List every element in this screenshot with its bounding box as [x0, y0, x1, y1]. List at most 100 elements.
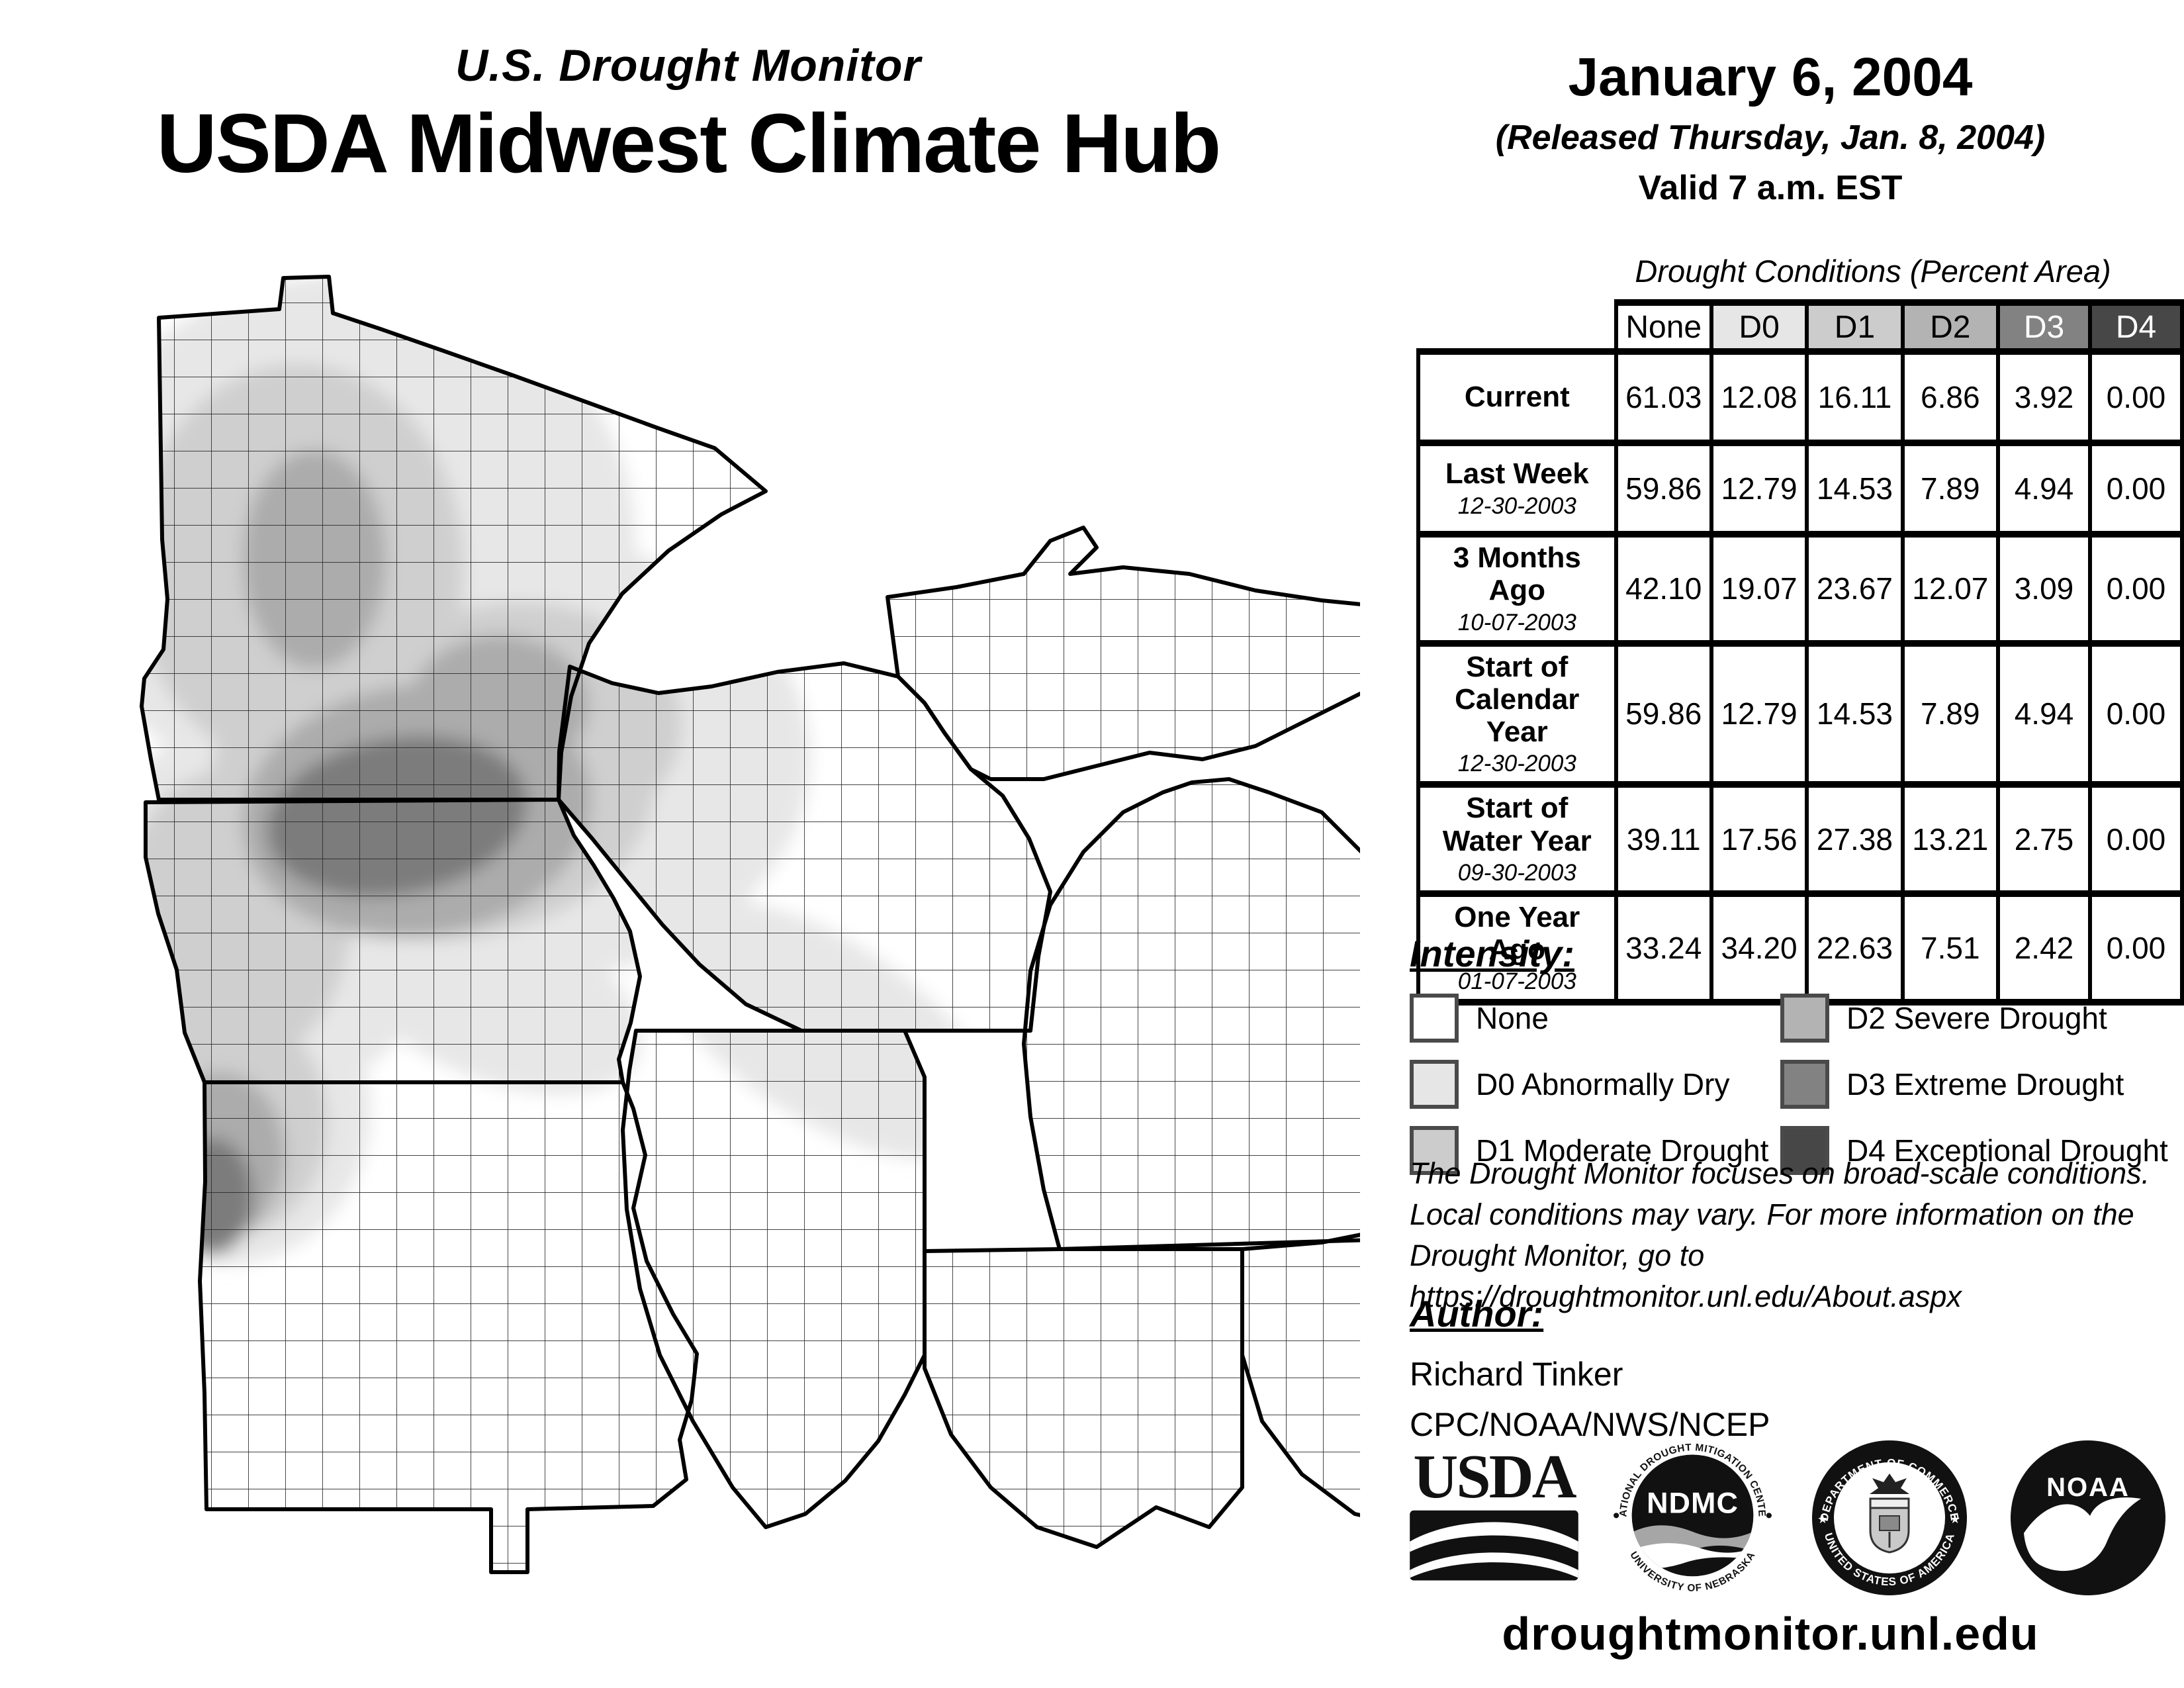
col-header-d2: D2 [1900, 299, 2001, 355]
row-label-text: Start of Water Year [1442, 792, 1592, 857]
usda-logo-field [1410, 1510, 1578, 1580]
doc-star-left: ★ [1817, 1513, 1828, 1526]
ndmc-dot-left [1614, 1512, 1619, 1518]
row-label-date: 12-30-2003 [1457, 492, 1576, 519]
col-header-d3: D3 [1996, 299, 2092, 355]
doc-shield-chief [1869, 1497, 1910, 1509]
drought-conditions-table: None D0 D1 D2 D3 D4 Current 61.03 12.08 … [1416, 299, 2184, 1006]
table-cell: 7.51 [1900, 890, 2001, 1006]
row-label-date: 09-30-2003 [1457, 859, 1576, 886]
table-cell: 3.09 [1996, 531, 2092, 647]
usda-logo: USDA [1410, 1442, 1578, 1580]
table-cell: 12.79 [1709, 639, 1809, 788]
website-url: droughtmonitor.unl.edu [1502, 1608, 2039, 1660]
table-cell: 2.75 [1996, 781, 2092, 897]
row-label: 3 Months Ago 10-07-2003 [1416, 531, 1618, 647]
doc-ship [1879, 1515, 1900, 1531]
table-cell: 0.00 [2087, 781, 2184, 897]
row-label: Start of Calendar Year 12-30-2003 [1416, 639, 1618, 788]
legend-item-d3: D3 Extreme Drought [1780, 1060, 2177, 1109]
author-name: Richard Tinker [1410, 1356, 1623, 1393]
table-cell: 2.42 [1996, 890, 2092, 1006]
table-cell: 12.08 [1709, 348, 1809, 446]
row-label: Last Week 12-30-2003 [1416, 440, 1618, 538]
legend-swatch-d1 [1410, 1126, 1459, 1175]
table-row: Start of Calendar Year 12-30-2003 59.86 … [1416, 639, 2184, 788]
table-row: Last Week 12-30-2003 59.86 12.79 14.53 7… [1416, 440, 2184, 538]
row-label-text: Current [1464, 381, 1570, 414]
table-cell: 4.94 [1996, 639, 2092, 788]
legend-item-none: None [1410, 994, 1780, 1043]
table-cell: 14.53 [1805, 440, 1905, 538]
table-cell: 59.86 [1614, 440, 1713, 538]
table-cell: 12.79 [1709, 440, 1809, 538]
col-header-d4: D4 [2087, 299, 2184, 355]
commerce-seal: DEPARTMENT OF COMMERCE UNITED STATES OF … [1812, 1440, 1967, 1595]
release-date: (Released Thursday, Jan. 8, 2004) [1495, 118, 2046, 157]
table-cell: 14.53 [1805, 639, 1905, 788]
row-label-date: 10-07-2003 [1457, 609, 1576, 635]
table-cell: 0.00 [2087, 440, 2184, 538]
table-cell: 23.67 [1805, 531, 1905, 647]
header-titles: U.S. Drought Monitor USDA Midwest Climat… [0, 40, 1377, 191]
legend-swatch-none [1410, 994, 1459, 1043]
row-label-date: 12-30-2003 [1457, 751, 1576, 777]
table-cell: 6.86 [1900, 348, 2001, 446]
map-date: January 6, 2004 [1568, 47, 1973, 107]
table-cell: 27.38 [1805, 781, 1905, 897]
row-label: One Year Ago 01-07-2003 [1416, 890, 1618, 1006]
noaa-text: NOAA [2046, 1473, 2130, 1502]
disclaimer-line: Drought Monitor, go to https://droughtmo… [1410, 1239, 1962, 1314]
county-grid [142, 277, 1360, 1572]
legend-item-d1: D1 Moderate Drought [1410, 1126, 1780, 1175]
intensity-legend: Intensity: None D0 Abnormally Dry D1 Mod… [1410, 932, 2177, 1175]
disclaimer: The Drought Monitor focuses on broad-sca… [1410, 1153, 2184, 1317]
legend-item-d0: D0 Abnormally Dry [1410, 1060, 1780, 1109]
doc-star-right: ★ [1950, 1513, 1960, 1526]
table-cell: 17.56 [1709, 781, 1809, 897]
row-label: Current [1416, 348, 1618, 446]
drought-table-wrap: None D0 D1 D2 D3 D4 Current 61.03 12.08 … [1416, 299, 2184, 1006]
legend-swatch-d2 [1780, 994, 1829, 1043]
doc-eagle [1870, 1474, 1909, 1494]
noaa-logo: NOAA [2011, 1440, 2165, 1595]
table-cell: 12.07 [1900, 531, 2001, 647]
col-header-d1: D1 [1805, 299, 1905, 355]
legend-label: None [1476, 1001, 1549, 1035]
table-row: Current 61.03 12.08 16.11 6.86 3.92 0.00 [1416, 348, 2184, 446]
table-cell: 0.00 [2087, 348, 2184, 446]
author-heading: Author: [1410, 1293, 1544, 1335]
legend-label: D3 Extreme Drought [1846, 1067, 2124, 1102]
table-cell: 59.86 [1614, 639, 1713, 788]
table-corner-cell [1418, 303, 1616, 352]
legend-title: Intensity: [1410, 933, 1574, 974]
legend-swatch-d0 [1410, 1060, 1459, 1109]
report-title: U.S. Drought Monitor [455, 40, 921, 91]
table-cell: 34.20 [1709, 890, 1809, 1006]
legend-swatch-d4 [1780, 1126, 1829, 1175]
legend-item-d2: D2 Severe Drought [1780, 994, 2177, 1043]
row-label-text: One Year Ago [1454, 900, 1580, 966]
drought-map [63, 228, 1360, 1658]
col-header-d0: D0 [1709, 299, 1809, 355]
usda-swoosh-2 [1410, 1552, 1578, 1578]
table-header-row: None D0 D1 D2 D3 D4 [1418, 299, 2184, 355]
table-cell: 19.07 [1709, 531, 1809, 647]
table-row: 3 Months Ago 10-07-2003 42.10 19.07 23.6… [1416, 531, 2184, 647]
valid-time: Valid 7 a.m. EST [1638, 169, 1903, 207]
date-block: January 6, 2004 (Released Thursday, Jan.… [1363, 46, 2177, 208]
noaa-bird [2024, 1497, 2141, 1571]
legend-swatch-d3 [1780, 1060, 1829, 1109]
row-label-text: Last Week [1445, 457, 1589, 491]
ndmc-wave-white [1631, 1542, 1754, 1569]
usda-logo-text: USDA [1413, 1442, 1576, 1511]
table-cell: 39.11 [1614, 781, 1713, 897]
ndmc-logo: NATIONAL DROUGHT MITIGATION CENTER NDMC … [1612, 1437, 1772, 1593]
table-cell: 13.21 [1900, 781, 2001, 897]
row-label-date: 01-07-2003 [1457, 968, 1576, 995]
page-title: USDA Midwest Climate Hub [156, 97, 1222, 190]
logo-row: USDA NATIONAL DROUGHT MITIGATION CENTER … [1410, 1435, 2171, 1601]
legend-label: D2 Severe Drought [1846, 1001, 2107, 1035]
row-label-text: Start of Calendar Year [1455, 650, 1580, 749]
legend-item-d4: D4 Exceptional Drought [1780, 1126, 2177, 1175]
